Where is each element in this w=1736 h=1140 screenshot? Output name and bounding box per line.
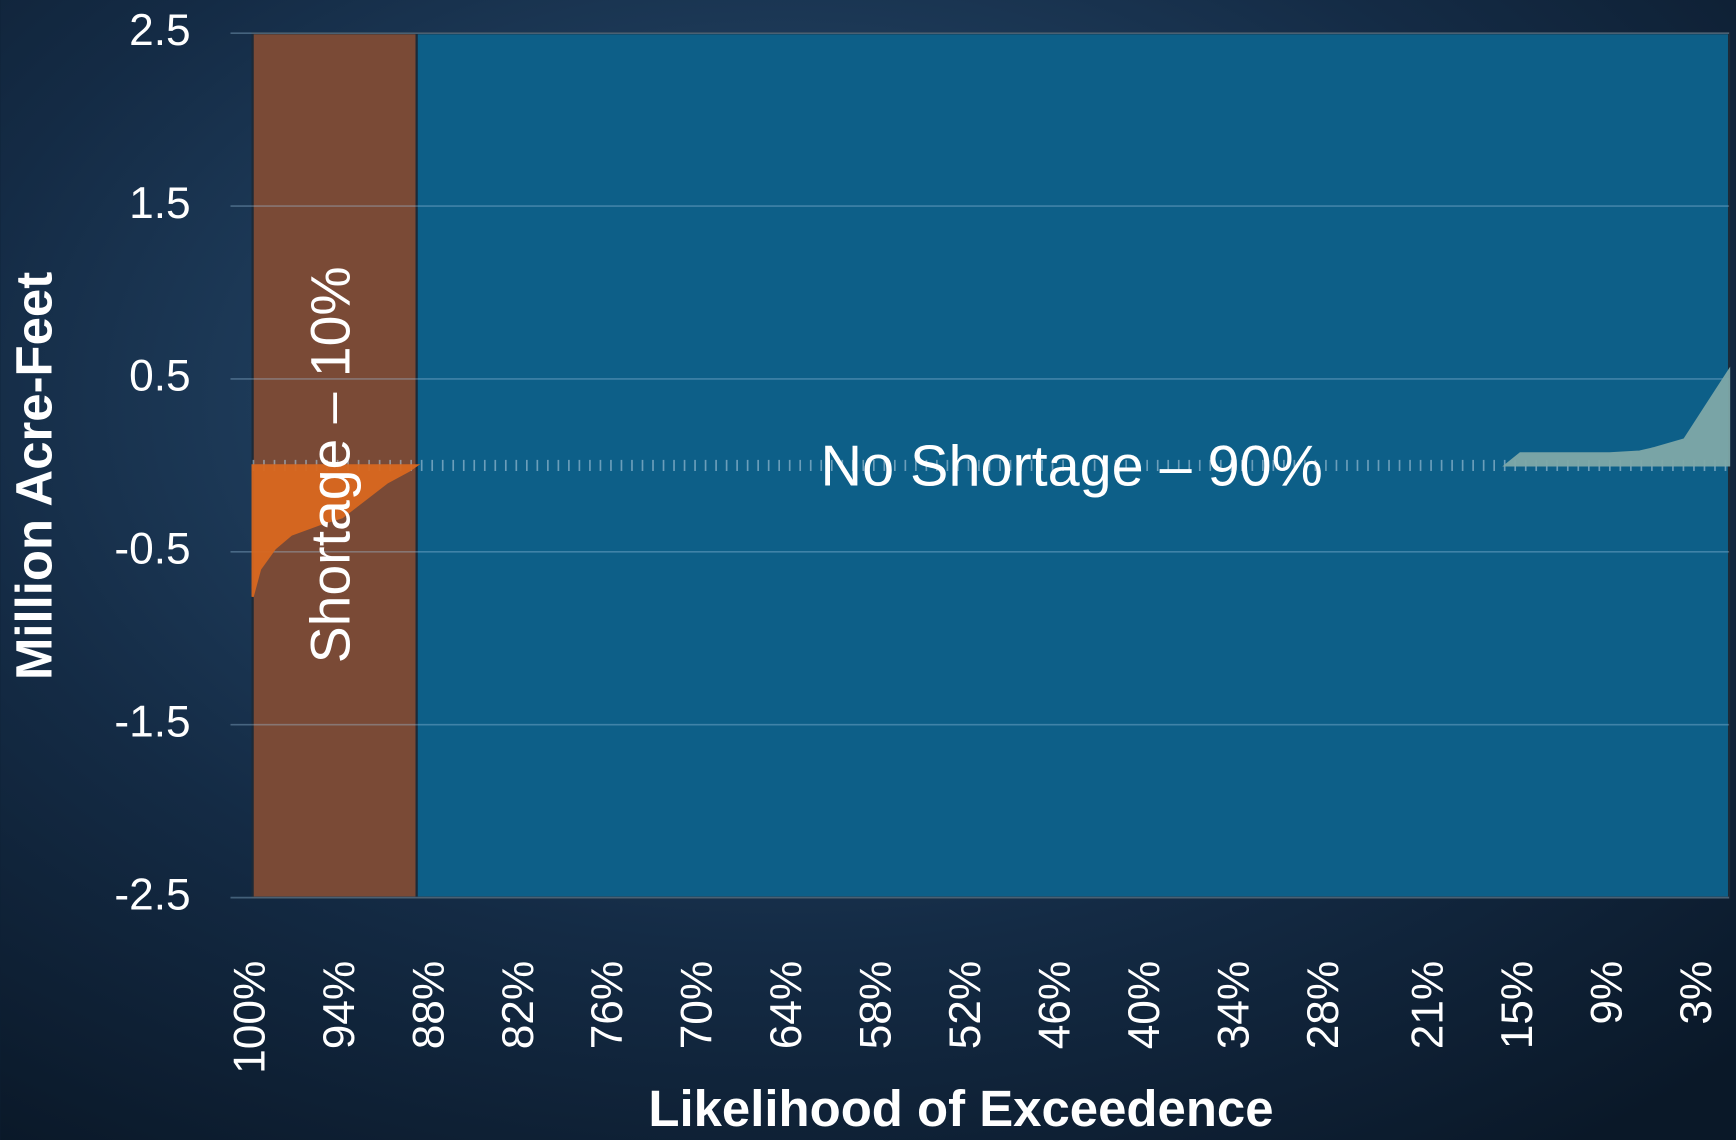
x-tick-label: 15% <box>1493 961 1542 1050</box>
x-tick-label: 21% <box>1403 961 1452 1050</box>
x-tick-label: 94% <box>315 961 364 1050</box>
x-tick-label: 100% <box>225 961 274 1074</box>
x-tick-label: 34% <box>1210 961 1259 1050</box>
x-tick-label: 76% <box>583 961 632 1050</box>
region-label: Shortage – 10% <box>299 266 361 663</box>
x-tick-label: 3% <box>1672 961 1721 1025</box>
x-tick-label: 46% <box>1031 961 1080 1050</box>
y-tick-label: -2.5 <box>114 870 190 919</box>
x-axis-title: Likelihood of Exceedence <box>648 1080 1273 1137</box>
x-tick-label: 88% <box>404 961 453 1050</box>
x-tick-label: 40% <box>1120 961 1169 1050</box>
area <box>251 464 421 598</box>
y-tick-label: -1.5 <box>114 697 190 746</box>
x-tick-label: 28% <box>1299 961 1348 1050</box>
y-tick-label: -0.5 <box>114 525 190 574</box>
y-tick-label: 1.5 <box>129 179 191 228</box>
plot-area: -2.5 -1.5 -0.5 0.5 1.5 2.5 Shortage – 10% No Sh… <box>114 6 1731 919</box>
x-tick-label: 70% <box>673 961 722 1050</box>
region-label: No Shortage – 90% <box>821 435 1323 499</box>
y-tick-label: 2.5 <box>129 6 191 55</box>
x-tick-label: 9% <box>1582 961 1631 1025</box>
y-tick-label: 0.5 <box>129 352 191 401</box>
x-tick-label: 58% <box>852 961 901 1050</box>
x-tick-label: 52% <box>941 961 990 1050</box>
area <box>1502 366 1731 467</box>
x-tick-label: 82% <box>494 961 543 1050</box>
x-tick-label: 64% <box>762 961 811 1050</box>
y-axis-title: Million Acre-Feet <box>5 272 62 680</box>
